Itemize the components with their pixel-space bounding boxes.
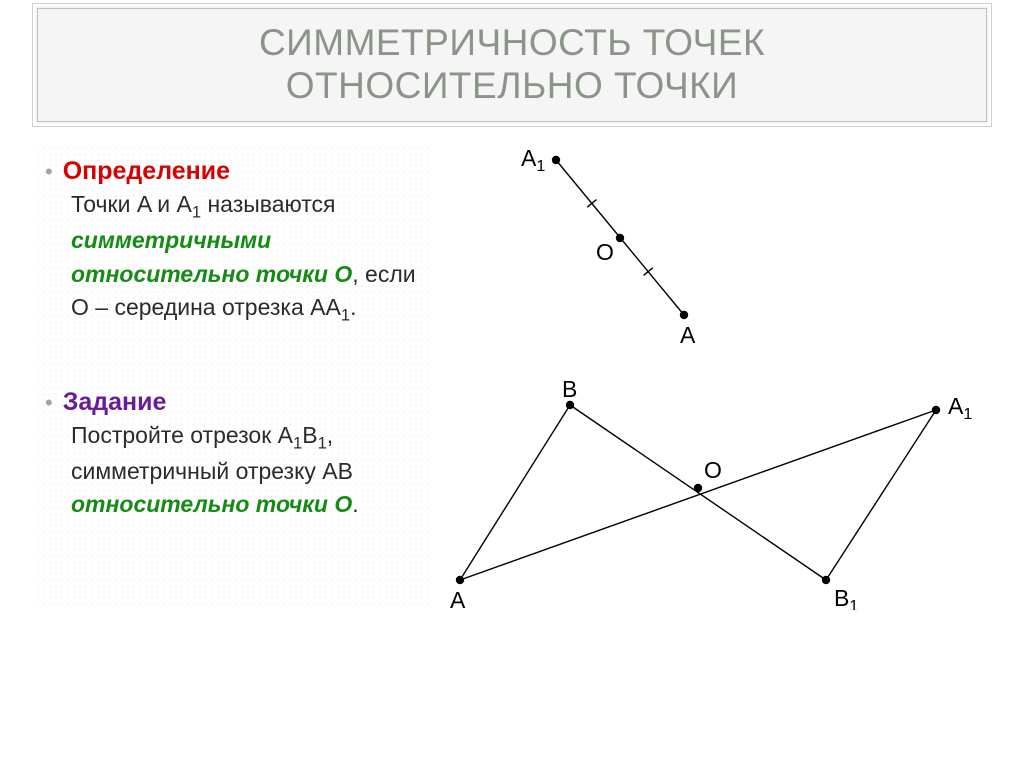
svg-text:O: O — [596, 239, 614, 265]
title-box: СИММЕТРИЧНОСТЬ ТОЧЕК ОТНОСИТЕЛЬНО ТОЧКИ — [35, 6, 989, 124]
diagram-point-symmetry-quad: A B O B1 A1 — [430, 380, 1020, 610]
slide-title: СИММЕТРИЧНОСТЬ ТОЧЕК ОТНОСИТЕЛЬНО ТОЧКИ — [259, 22, 765, 107]
bullet-icon: • — [45, 388, 53, 419]
bullet-icon: • — [45, 157, 53, 188]
def-tail-sub: 1 — [341, 306, 350, 325]
task-p1: Постройте отрезок A — [71, 422, 293, 448]
definition-block: • Определение — [45, 157, 425, 188]
title-line2: ОТНОСИТЕЛЬНО ТОЧКИ — [286, 65, 739, 106]
task-sub2: 1 — [318, 433, 327, 452]
svg-text:A: A — [450, 587, 466, 610]
svg-text:A: A — [680, 322, 696, 348]
left-column: • Определение Точки A и A1 называются си… — [35, 145, 435, 522]
svg-text:A1: A1 — [948, 393, 972, 423]
task-sub1: 1 — [293, 433, 302, 452]
task-period: . — [352, 491, 358, 517]
definition-body: Точки A и A1 называются симметричными от… — [45, 188, 425, 328]
task-body: Постройте отрезок A1B1, симметричный отр… — [45, 419, 425, 522]
task-green: относительно точки О — [71, 491, 352, 517]
diagram-point-symmetry-line: A1 O A — [460, 148, 840, 368]
task-block: • Задание — [45, 388, 425, 419]
definition-heading: Определение — [63, 157, 230, 186]
task-heading: Задание — [63, 388, 167, 417]
svg-text:A1: A1 — [521, 148, 545, 175]
svg-text:B: B — [562, 380, 577, 402]
task-mid: B — [302, 422, 317, 448]
title-line1: СИММЕТРИЧНОСТЬ ТОЧЕК — [259, 22, 765, 63]
def-tail2: . — [350, 294, 356, 320]
svg-text:B1: B1 — [834, 585, 858, 610]
def-p1b: называются — [201, 191, 335, 217]
def-green: симметричными относительно точки О — [71, 227, 352, 286]
def-sub1: 1 — [192, 202, 201, 221]
svg-text:O: O — [704, 457, 722, 483]
def-p1: Точки A и A — [71, 191, 192, 217]
